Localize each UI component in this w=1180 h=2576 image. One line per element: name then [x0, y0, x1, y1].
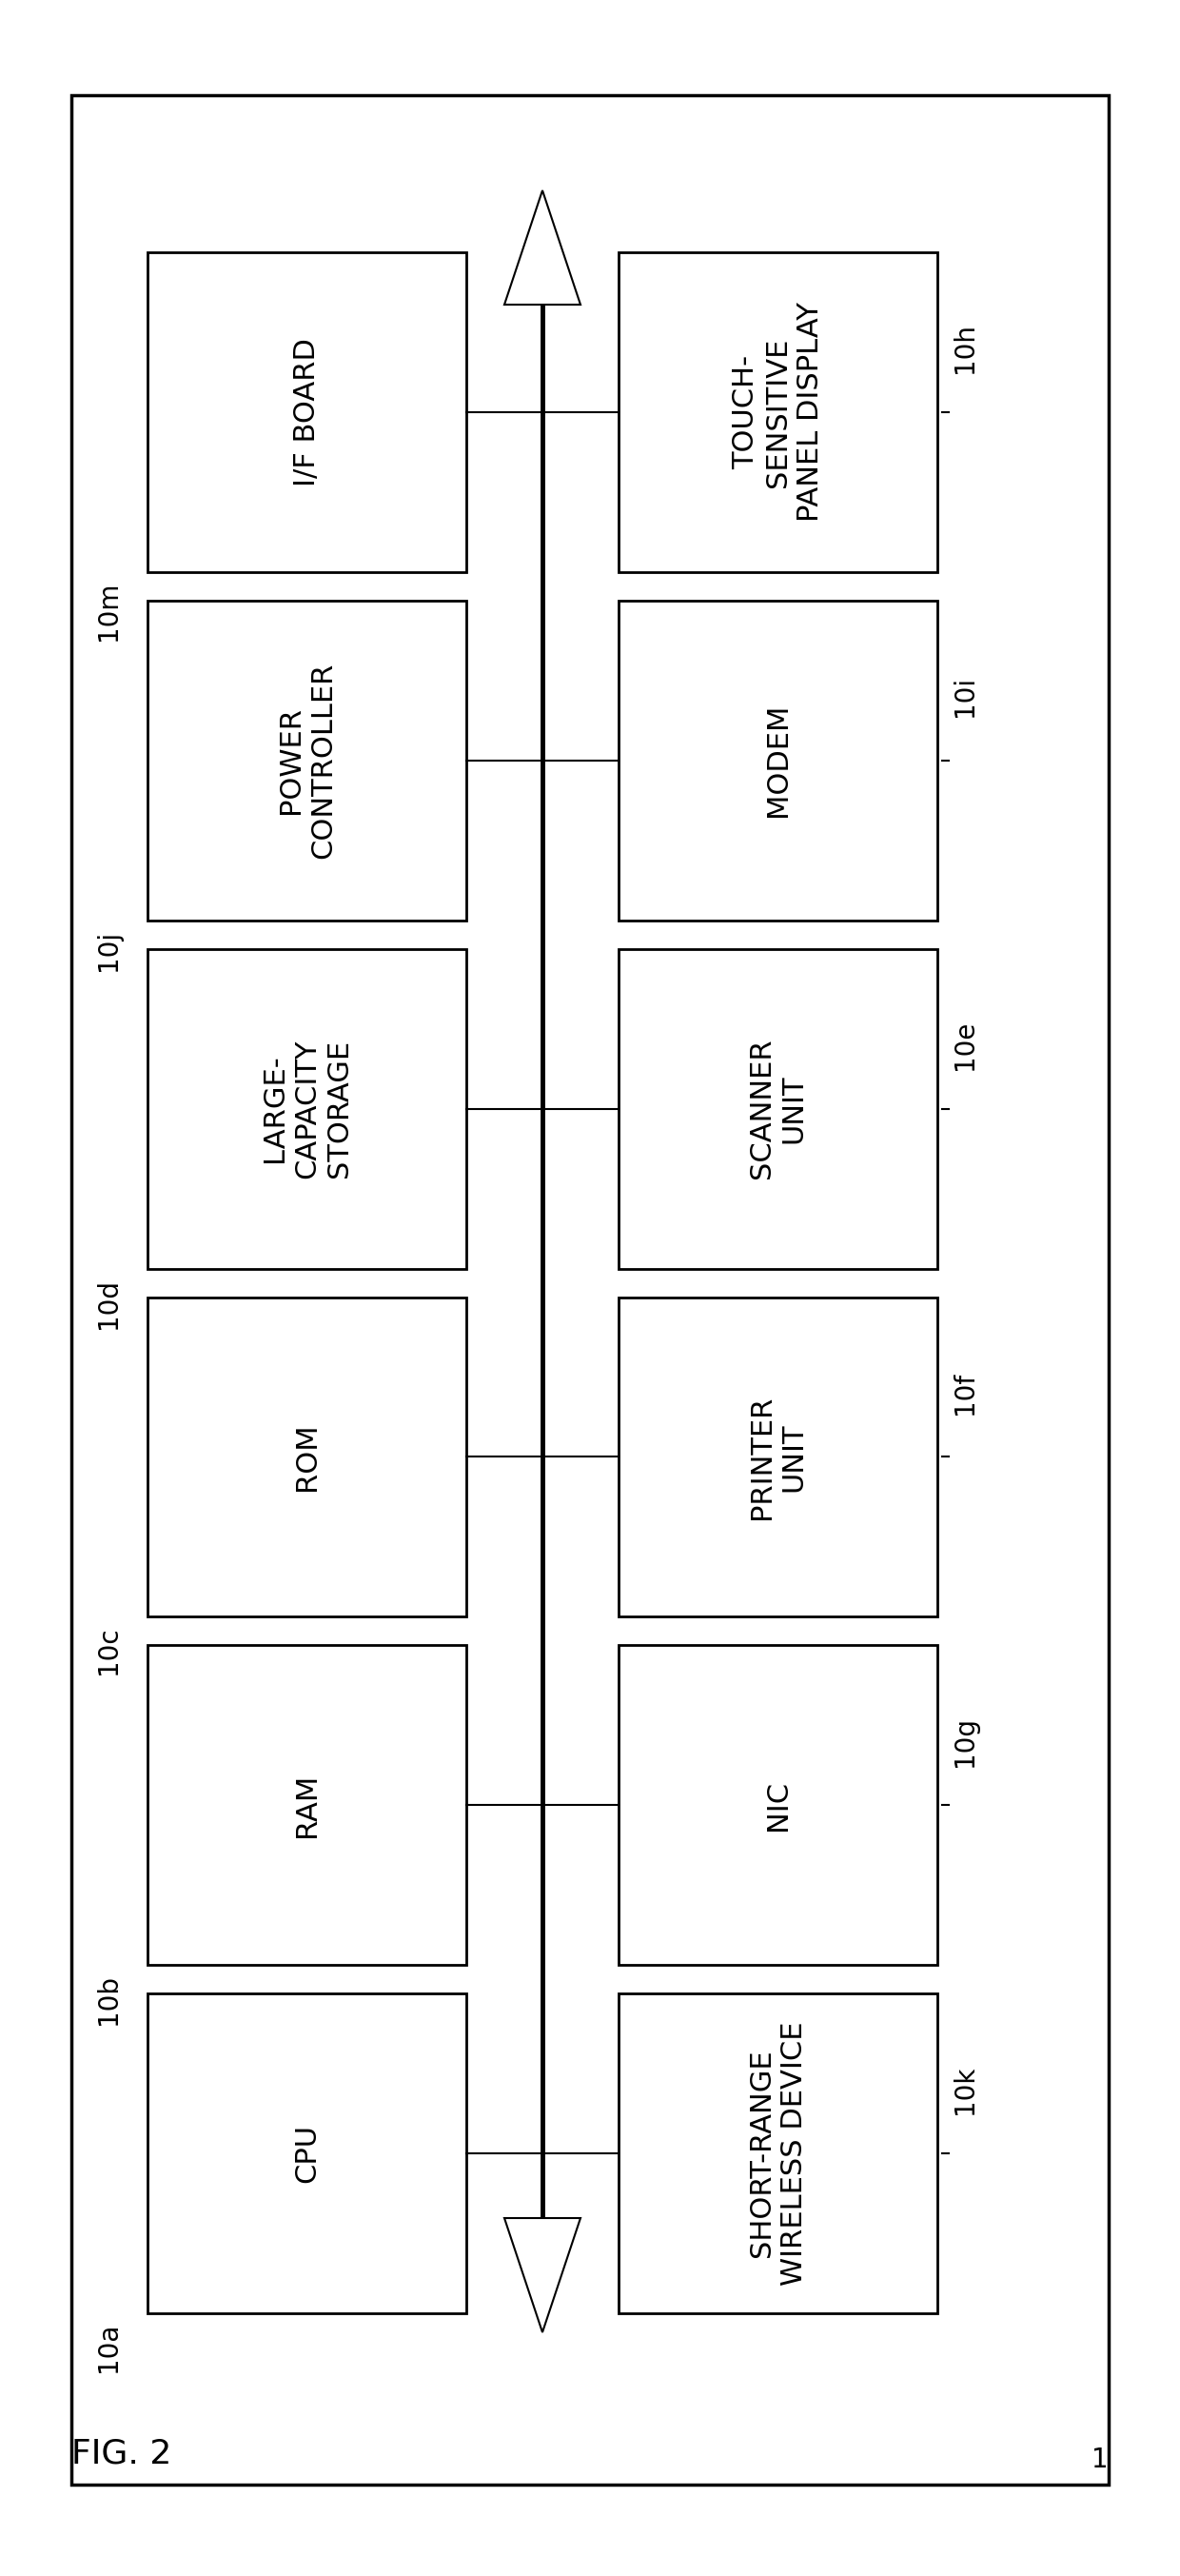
Text: 10a: 10a: [96, 2324, 122, 2372]
Text: 10j: 10j: [96, 930, 122, 971]
Bar: [148, 600, 466, 920]
Text: MODEM: MODEM: [765, 703, 792, 817]
Text: SCANNER
UNIT: SCANNER UNIT: [748, 1038, 808, 1180]
Text: 10c: 10c: [96, 1625, 122, 1674]
Polygon shape: [504, 191, 581, 304]
Bar: [148, 252, 466, 572]
Text: FIG. 2: FIG. 2: [71, 2437, 171, 2470]
Bar: [148, 1994, 466, 2313]
Text: ROM: ROM: [293, 1422, 321, 1492]
Bar: [618, 948, 937, 1267]
Text: I/F BOARD: I/F BOARD: [293, 337, 321, 487]
Text: 10f: 10f: [951, 1370, 978, 1414]
Text: SHORT-RANGE
WIRELESS DEVICE: SHORT-RANGE WIRELESS DEVICE: [748, 2022, 808, 2285]
Text: 10e: 10e: [951, 1020, 978, 1069]
Bar: [148, 948, 466, 1267]
Text: 10i: 10i: [951, 675, 978, 716]
Text: 10b: 10b: [96, 1976, 122, 2025]
Text: NIC: NIC: [765, 1780, 792, 1832]
Text: 10g: 10g: [951, 1716, 978, 1767]
Bar: [148, 1646, 466, 1965]
Bar: [618, 1994, 937, 2313]
Text: RAM: RAM: [293, 1772, 321, 1837]
Bar: [71, 95, 1109, 2486]
Bar: [618, 600, 937, 920]
Text: 10k: 10k: [951, 2066, 978, 2115]
Text: 1: 1: [1092, 2447, 1109, 2473]
Bar: [148, 1298, 466, 1618]
Text: PRINTER
UNIT: PRINTER UNIT: [748, 1394, 808, 1520]
Bar: [618, 1298, 937, 1618]
Text: TOUCH-
SENSITIVE
PANEL DISPLAY: TOUCH- SENSITIVE PANEL DISPLAY: [732, 301, 824, 523]
Text: 10d: 10d: [96, 1278, 122, 1329]
Text: 10m: 10m: [96, 582, 122, 641]
Polygon shape: [504, 2218, 581, 2331]
Bar: [618, 1646, 937, 1965]
Bar: [618, 252, 937, 572]
Text: CPU: CPU: [293, 2123, 321, 2182]
Text: POWER
CONTROLLER: POWER CONTROLLER: [277, 662, 336, 858]
Text: 10h: 10h: [951, 322, 978, 374]
Text: LARGE-
CAPACITY
STORAGE: LARGE- CAPACITY STORAGE: [261, 1038, 353, 1177]
